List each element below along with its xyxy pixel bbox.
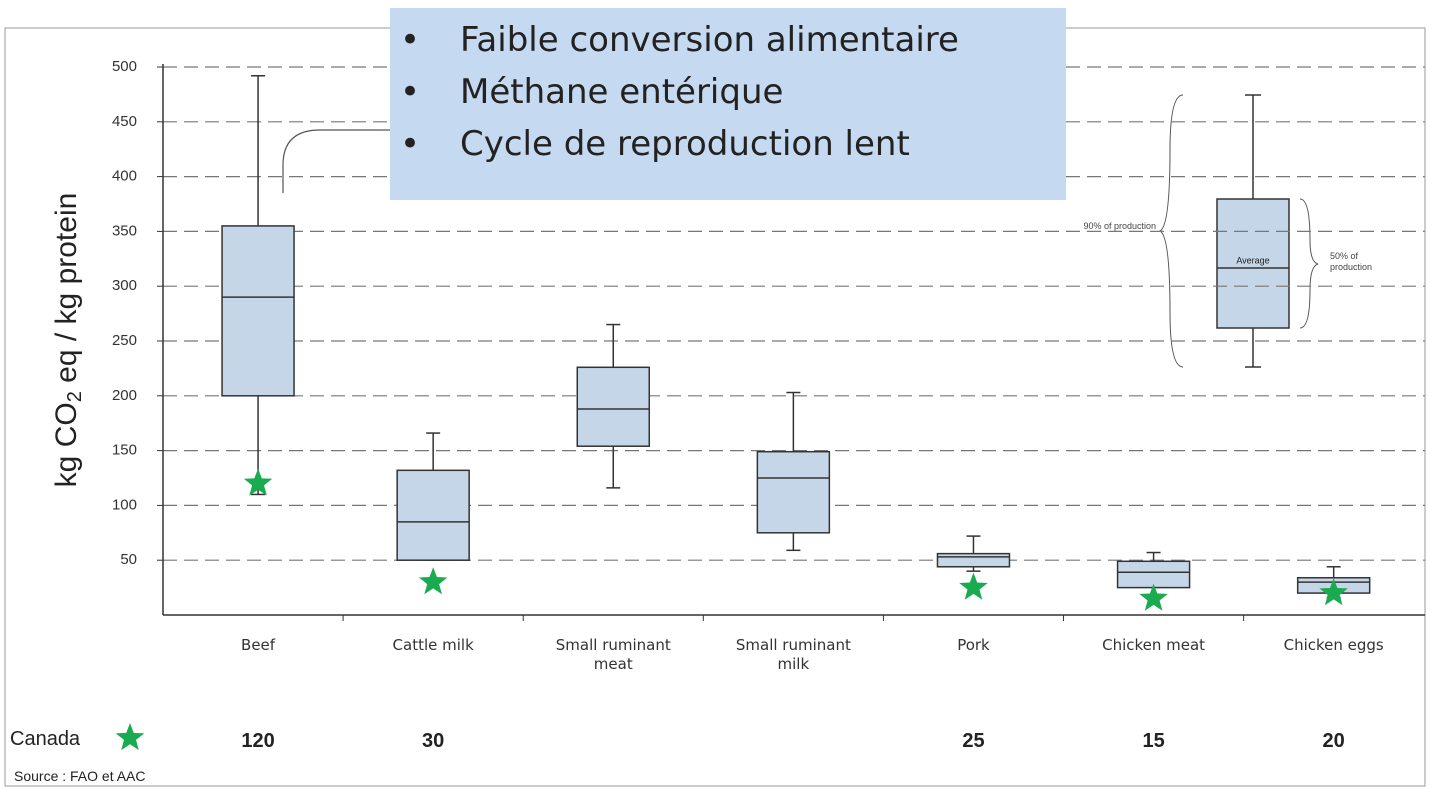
canada-value: 15 xyxy=(1142,730,1165,752)
y-tick-label: 350 xyxy=(112,222,137,239)
y-tick-label: 150 xyxy=(112,442,137,459)
box xyxy=(756,450,831,534)
bullet: Faible conversion alimentaire xyxy=(400,14,1066,66)
y-tick-label: 450 xyxy=(112,113,137,130)
x-tick-label: Chicken meat xyxy=(1102,636,1206,654)
y-tick-label: 500 xyxy=(112,58,137,75)
x-tick-label: Beef xyxy=(241,636,276,654)
box xyxy=(396,469,470,561)
canada-star xyxy=(1319,578,1348,606)
canada-star xyxy=(959,572,988,600)
x-tick-label: Chicken eggs xyxy=(1283,636,1384,654)
x-tick-label: Pork xyxy=(957,636,990,654)
y-tick-label: 50 xyxy=(120,551,137,568)
box xyxy=(936,552,1011,568)
canada-value: 120 xyxy=(241,730,275,752)
source: Source : FAO et AAC xyxy=(14,768,146,784)
y-tick-label: 400 xyxy=(112,168,137,185)
y-tick-label: 300 xyxy=(112,277,137,294)
y-tick-label: 100 xyxy=(112,496,137,513)
canada-star xyxy=(243,468,273,496)
y-axis-label: kg CO2 eq / kg protein xyxy=(50,193,86,488)
y-label-sub: 2 xyxy=(64,391,86,402)
canada-star xyxy=(1139,583,1168,611)
canada-value: 30 xyxy=(422,730,445,752)
inset-bracket-inner xyxy=(1299,198,1319,329)
inset-outer-label: 90% of production xyxy=(1083,221,1156,231)
canada-value: 25 xyxy=(962,730,985,752)
inset-box xyxy=(1216,198,1290,329)
x-tick-label: Cattle milk xyxy=(392,636,474,654)
canada-legend-star xyxy=(115,723,145,751)
callout-connector xyxy=(282,129,390,193)
y-label-rest: eq / kg protein xyxy=(50,193,83,391)
canada-value: 20 xyxy=(1322,730,1345,752)
bullet-list: Faible conversion alimentaire Méthane en… xyxy=(390,8,1066,170)
callout-box: Faible conversion alimentaire Méthane en… xyxy=(390,8,1066,200)
inset-average: Average xyxy=(1236,255,1269,265)
y-tick-label: 200 xyxy=(112,387,137,404)
bullet: Méthane entérique xyxy=(400,66,1066,118)
canada-star xyxy=(418,567,448,595)
y-label-main: kg CO xyxy=(50,402,83,487)
x-tick-label: Small ruminant meat xyxy=(555,636,671,673)
box xyxy=(576,366,651,447)
x-tick-label: Small ruminant milk xyxy=(735,636,851,673)
y-tick-label: 250 xyxy=(112,332,137,349)
inset-inner-label: 50% of production xyxy=(1330,251,1373,272)
bullet: Cycle de reproduction lent xyxy=(400,118,1066,170)
box xyxy=(221,225,295,397)
canada-label: Canada xyxy=(10,728,81,750)
